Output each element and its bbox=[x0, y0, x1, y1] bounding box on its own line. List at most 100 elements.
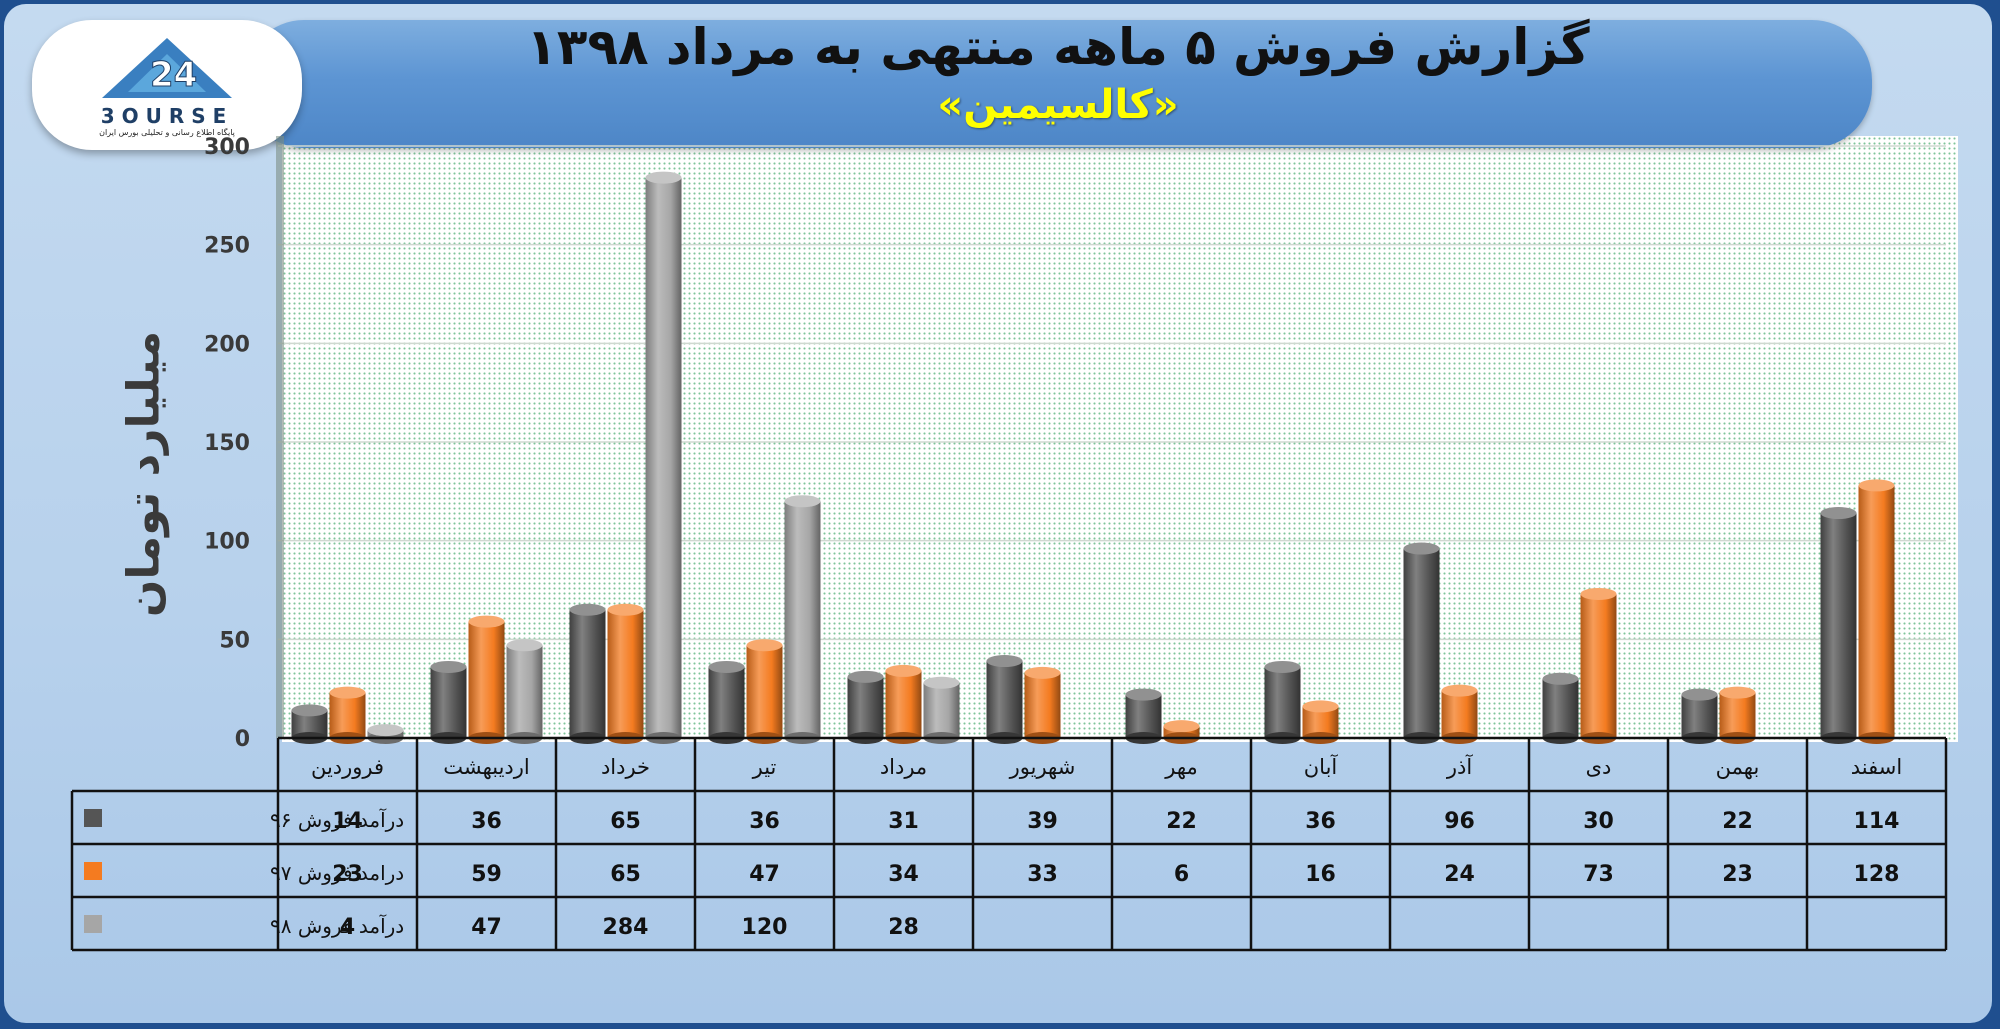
bar bbox=[1820, 513, 1857, 738]
data-label: 33 bbox=[1027, 862, 1058, 887]
bar-top bbox=[329, 686, 366, 699]
y-tick-label: 300 bbox=[204, 135, 250, 160]
y-tick-label: 200 bbox=[204, 332, 250, 357]
bar-top bbox=[1542, 672, 1579, 685]
bar-top bbox=[291, 704, 328, 717]
data-label: 6 bbox=[1174, 862, 1189, 887]
data-label: 47 bbox=[749, 862, 780, 887]
bar-top bbox=[746, 639, 783, 652]
legend-swatch bbox=[84, 862, 102, 880]
data-label: 24 bbox=[1444, 862, 1475, 887]
bar-top bbox=[1820, 507, 1857, 520]
category-label: مرداد bbox=[880, 755, 927, 779]
bar-top bbox=[784, 495, 821, 508]
data-label: 36 bbox=[1305, 809, 1336, 834]
bar-top bbox=[607, 603, 644, 616]
bar-top bbox=[1024, 666, 1061, 679]
bar-top bbox=[986, 655, 1023, 668]
bar bbox=[923, 682, 960, 738]
bar-top bbox=[1719, 686, 1756, 699]
category-label: خرداد bbox=[601, 755, 650, 779]
data-label: 30 bbox=[1583, 809, 1614, 834]
y-tick-label: 50 bbox=[219, 628, 250, 653]
category-label: آذر bbox=[1446, 754, 1473, 779]
data-label: 31 bbox=[888, 809, 919, 834]
data-label: 4 bbox=[340, 915, 355, 940]
bar bbox=[645, 177, 682, 738]
bar-top bbox=[1403, 542, 1440, 555]
bar-top bbox=[1580, 587, 1617, 600]
data-label: 284 bbox=[603, 915, 649, 940]
bar-top bbox=[1681, 688, 1718, 701]
category-label: دی bbox=[1586, 755, 1612, 779]
bar-top bbox=[645, 171, 682, 184]
bar-top bbox=[367, 724, 404, 737]
chart-svg: 0 50 100 150 200 250 300 فروردین اردیبهشت خرداد تی… bbox=[70, 135, 1948, 952]
data-label: 73 bbox=[1583, 862, 1614, 887]
data-label: 22 bbox=[1166, 809, 1197, 834]
bar-top bbox=[885, 664, 922, 677]
bar bbox=[1264, 666, 1301, 738]
bar bbox=[1719, 692, 1756, 738]
bar bbox=[784, 501, 821, 738]
logo-wordmark: 3OURSE bbox=[100, 104, 234, 128]
chart-subtitle: «کالسیمین» bbox=[937, 82, 1179, 128]
bar-top bbox=[1264, 660, 1301, 673]
data-label: 36 bbox=[749, 809, 780, 834]
category-label: تیر bbox=[752, 755, 777, 779]
bar bbox=[708, 666, 745, 738]
legend-swatch bbox=[84, 915, 102, 933]
bar bbox=[885, 670, 922, 738]
bar bbox=[746, 645, 783, 738]
bar-top bbox=[468, 615, 505, 628]
bar-top bbox=[430, 660, 467, 673]
logo-tagline: پایگاه اطلاع رسانی و تحلیلی بورس ایران bbox=[99, 128, 235, 137]
bar-top bbox=[506, 639, 543, 652]
data-label: 36 bbox=[471, 809, 502, 834]
bar bbox=[1441, 690, 1478, 738]
bar bbox=[329, 692, 366, 738]
chart-frame: گزارش فروش ۵ ماهه منتهی به مرداد ۱۳۹۸ «ک… bbox=[4, 4, 1992, 1023]
y-tick-label: 100 bbox=[204, 530, 250, 555]
bar bbox=[847, 676, 884, 738]
category-label: بهمن bbox=[1716, 755, 1760, 779]
bourse-logo: 24 3OURSE پایگاه اطلاع رسانی و تحلیلی بو… bbox=[32, 20, 302, 150]
category-label: فروردین bbox=[311, 755, 384, 779]
bar bbox=[1681, 694, 1718, 738]
data-label: 39 bbox=[1027, 809, 1058, 834]
bar bbox=[1125, 694, 1162, 738]
title-banner bbox=[244, 20, 1872, 148]
category-label: شهریور bbox=[1009, 755, 1076, 779]
bar-top bbox=[923, 676, 960, 689]
bar-top bbox=[708, 660, 745, 673]
legend-swatch bbox=[84, 809, 102, 827]
data-label: 65 bbox=[610, 862, 641, 887]
y-tick-label: 150 bbox=[204, 431, 250, 456]
data-label: 47 bbox=[471, 915, 502, 940]
category-label: اردیبهشت bbox=[443, 755, 530, 779]
y-tick-label: 250 bbox=[204, 234, 250, 259]
bar bbox=[468, 621, 505, 738]
data-label: 23 bbox=[332, 862, 363, 887]
logo-mark-icon: 24 bbox=[102, 38, 232, 98]
bar bbox=[607, 609, 644, 738]
bar-top bbox=[1125, 688, 1162, 701]
data-label: 14 bbox=[332, 809, 363, 834]
plot-area bbox=[282, 136, 1958, 742]
bar bbox=[1580, 593, 1617, 738]
legend-label: درامد فروش ۹۷ bbox=[270, 861, 404, 885]
y-tick-label: 0 bbox=[235, 727, 250, 752]
legend-label: درآمد فروش ۹۸ bbox=[270, 913, 404, 938]
category-label: مهر bbox=[1164, 755, 1198, 779]
bar bbox=[569, 609, 606, 738]
data-label: 23 bbox=[1722, 862, 1753, 887]
bar-top bbox=[1163, 720, 1200, 733]
bar bbox=[986, 661, 1023, 738]
bar bbox=[1024, 672, 1061, 738]
legend-label: درآمد فروش ۹۶ bbox=[270, 807, 404, 832]
chart-title: گزارش فروش ۵ ماهه منتهی به مرداد ۱۳۹۸ bbox=[526, 18, 1590, 76]
bar-top bbox=[847, 670, 884, 683]
bar-top bbox=[1441, 684, 1478, 697]
bar bbox=[1542, 678, 1579, 738]
data-label: 65 bbox=[610, 809, 641, 834]
